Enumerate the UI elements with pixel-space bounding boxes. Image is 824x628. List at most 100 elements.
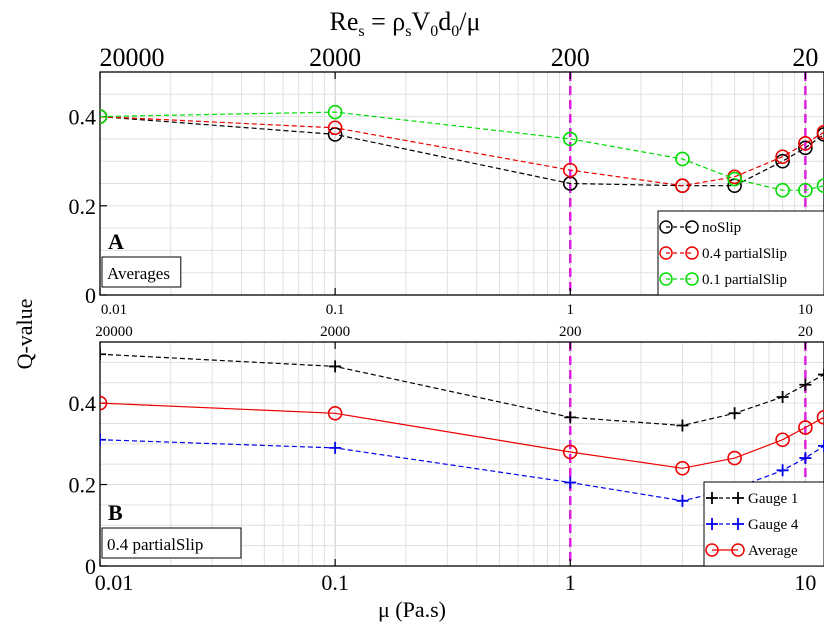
panel-b: 0 0.2 0.4 0.01 0.1 1 10 20000 2000 200 20 Gauge 1 Ga… — [69, 324, 824, 595]
data-point — [728, 407, 741, 420]
top-tick-label: 200 — [559, 324, 582, 340]
legend-marker — [685, 246, 699, 260]
top-tick-label: 20 — [792, 43, 818, 72]
data-point — [329, 360, 342, 373]
data-point — [727, 450, 742, 466]
series-line — [100, 353, 824, 427]
legend-marker — [659, 246, 673, 260]
data-point — [798, 140, 813, 156]
legend-marker — [706, 492, 718, 504]
series-group — [100, 104, 824, 198]
top-tick-label: 2000 — [309, 43, 361, 72]
data-point — [100, 433, 106, 446]
series-line — [100, 111, 824, 191]
legend-marker — [659, 220, 673, 234]
x-tick-label: 0.01 — [101, 302, 127, 318]
legend-label: Average — [748, 543, 798, 559]
data-point — [818, 368, 824, 381]
legend-label: noSlip — [702, 220, 741, 236]
legend-marker — [659, 272, 673, 286]
panel-title-box — [101, 527, 242, 559]
y-tick-label: 0 — [85, 554, 96, 579]
legend-marker — [732, 492, 744, 504]
y-tick-label: 0 — [85, 283, 96, 308]
top-tick-label: 200 — [551, 43, 590, 72]
legend-marker — [731, 543, 745, 557]
data-point — [816, 178, 824, 194]
x-tick-label: 10 — [794, 570, 816, 595]
top-tick-label: 20000 — [100, 43, 165, 72]
legend-label: Gauge 1 — [748, 491, 798, 507]
x-tick-label: 0.1 — [321, 570, 349, 595]
series-line — [100, 439, 824, 502]
data-point — [775, 149, 790, 165]
legend-label: 0.4 partialSlip — [702, 246, 787, 262]
series-line — [100, 116, 824, 187]
data-point — [798, 420, 813, 435]
x-axis-label: μ (Pa.s) — [378, 597, 446, 622]
y-tick-label: 0.2 — [69, 194, 97, 219]
data-point — [100, 109, 108, 124]
x-tick-label: 0.1 — [326, 302, 345, 318]
legend-label: 0.1 partialSlip — [702, 272, 787, 288]
data-point — [798, 182, 813, 198]
data-point — [100, 348, 106, 361]
legend-label: Gauge 4 — [748, 517, 799, 533]
data-point — [776, 390, 789, 403]
data-point — [727, 171, 742, 187]
y-tick-label: 0.2 — [69, 473, 97, 498]
series-line — [100, 116, 824, 187]
data-point — [100, 395, 108, 411]
plot-frame — [99, 341, 824, 567]
data-point — [564, 476, 577, 489]
series-line — [100, 402, 824, 469]
data-point — [676, 494, 689, 507]
x-tick-label: 1 — [565, 570, 576, 595]
top-tick-label: 20 — [798, 324, 813, 340]
panel-a: 0 0.2 0.4 0.01 0.1 1 10 20000 2000 200 20 noSlip 0.4… — [69, 43, 824, 318]
data-point — [676, 419, 689, 432]
data-point — [329, 441, 342, 454]
data-point — [775, 432, 790, 448]
data-point — [818, 439, 824, 452]
y-tick-label: 0.4 — [69, 105, 97, 130]
x-tick-label: 1 — [567, 302, 575, 318]
data-point — [799, 452, 812, 465]
legend-marker — [706, 518, 718, 530]
data-point — [327, 405, 343, 421]
top-axis-label: Res = ρsV0d0/μ — [330, 7, 481, 40]
data-point — [775, 182, 790, 198]
y-axis-label: Q-value — [12, 299, 37, 370]
legend-marker — [685, 272, 699, 286]
legend-marker — [685, 220, 699, 234]
data-point — [562, 131, 578, 147]
data-point — [564, 411, 577, 424]
top-tick-label: 20000 — [95, 324, 133, 340]
data-point — [675, 151, 690, 167]
panel-letter: A — [108, 229, 124, 254]
panel-title-box — [101, 256, 182, 288]
data-point — [562, 444, 578, 460]
x-tick-label: 0.01 — [95, 570, 134, 595]
series-group — [100, 348, 824, 507]
data-point — [816, 410, 824, 425]
panel-letter: B — [108, 500, 123, 525]
data-point — [327, 120, 343, 136]
data-point — [675, 460, 690, 476]
data-point — [776, 464, 789, 477]
x-tick-label: 10 — [798, 302, 813, 318]
data-point — [798, 136, 813, 151]
top-tick-label: 2000 — [320, 324, 350, 340]
data-point — [775, 153, 790, 169]
data-point — [562, 162, 578, 178]
y-tick-label: 0.4 — [69, 391, 97, 416]
panel-title: 0.4 partialSlip — [107, 535, 203, 554]
legend-box — [703, 481, 824, 567]
legend-marker — [705, 543, 719, 557]
data-point — [816, 124, 824, 140]
data-point — [327, 104, 343, 120]
legend-marker — [732, 518, 744, 530]
data-point — [799, 378, 812, 391]
data-point — [675, 178, 690, 194]
